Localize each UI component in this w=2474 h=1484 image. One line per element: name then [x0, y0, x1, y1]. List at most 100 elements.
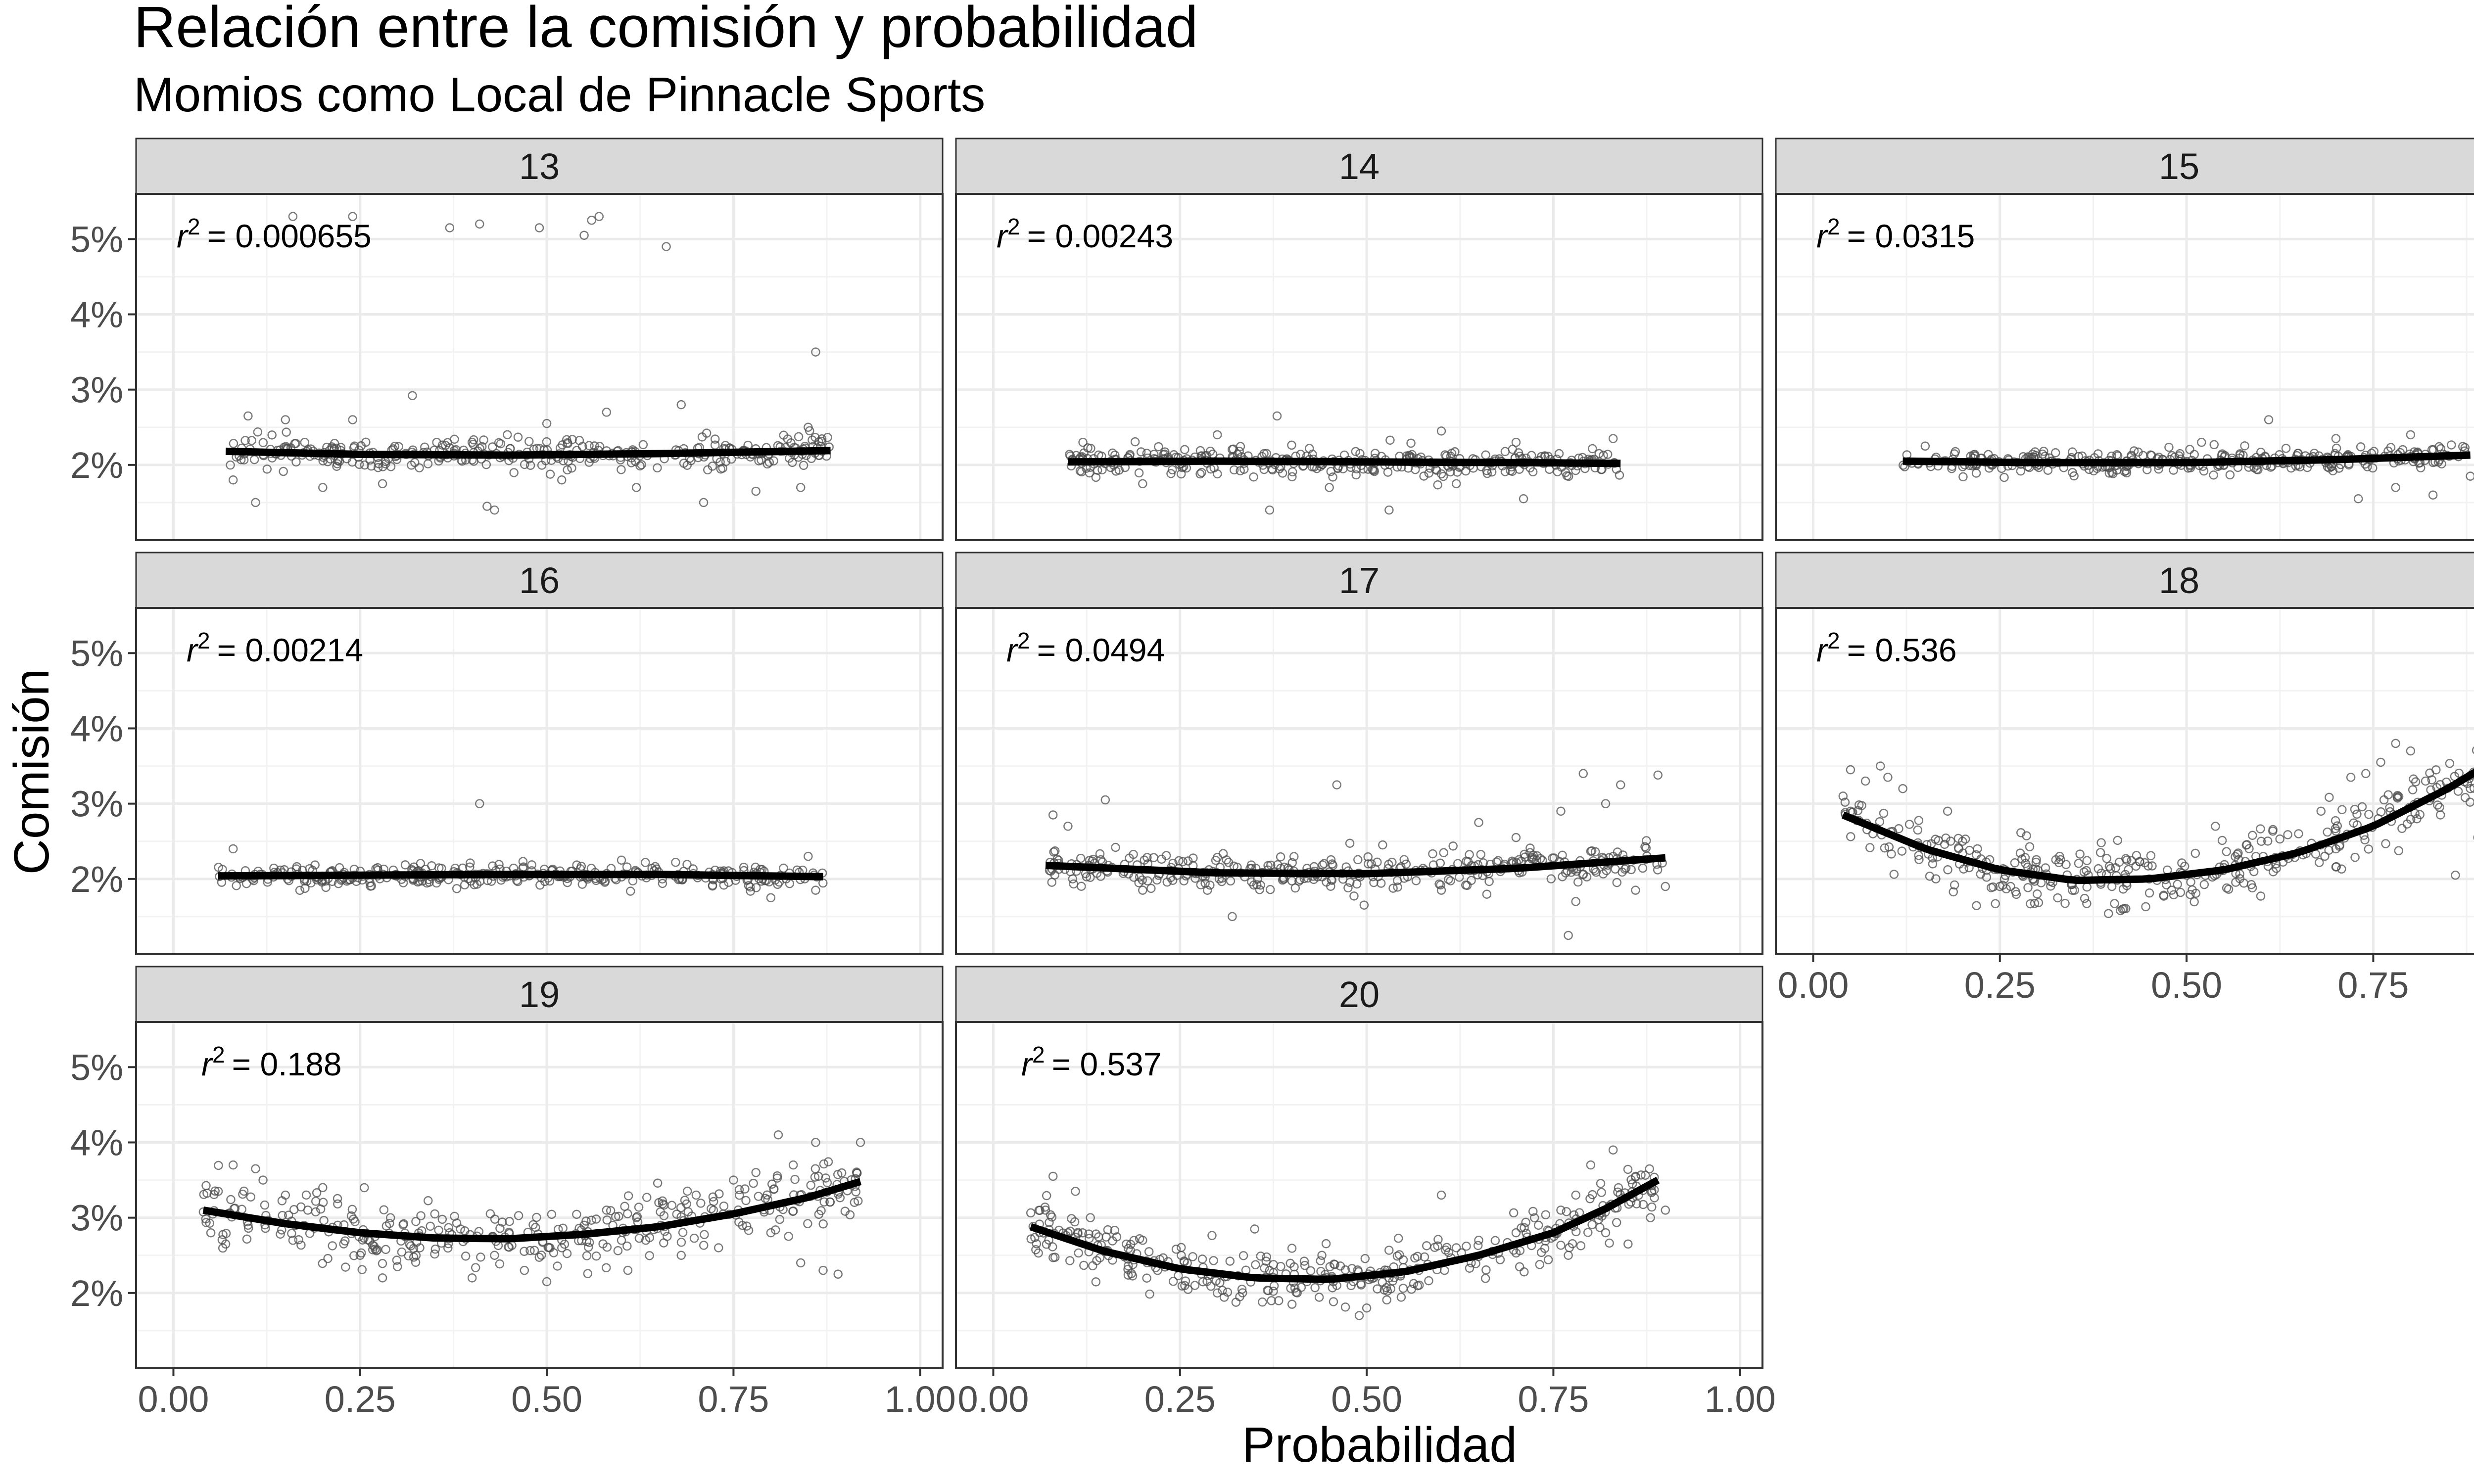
- data-point: [226, 1195, 236, 1205]
- panel-border: [1775, 607, 2474, 955]
- data-point: [2016, 466, 2026, 476]
- data-point: [2451, 870, 2460, 880]
- data-point: [1535, 1260, 1545, 1269]
- data-point: [602, 1242, 612, 1252]
- data-point: [1578, 769, 1588, 779]
- data-point: [1078, 1228, 1088, 1238]
- facet-label: 19: [519, 974, 560, 1015]
- data-point: [2465, 797, 2474, 807]
- data-point: [1130, 437, 1140, 447]
- data-point: [1235, 1292, 1244, 1301]
- facet-strip: [1775, 138, 2474, 195]
- data-point: [1269, 1287, 1278, 1296]
- data-point: [1406, 438, 1416, 448]
- data-point: [1638, 1200, 1648, 1209]
- data-point: [1026, 1208, 1036, 1218]
- data-point: [634, 1203, 644, 1212]
- data-point: [1446, 467, 1455, 477]
- data-point: [214, 863, 223, 872]
- x-tick-label: 0.75: [698, 1379, 769, 1420]
- data-point: [1661, 881, 1670, 891]
- data-point: [779, 430, 788, 440]
- data-point: [1095, 1253, 1105, 1262]
- data-point: [1218, 849, 1228, 858]
- data-point: [833, 1269, 843, 1279]
- data-point: [1914, 816, 1924, 825]
- data-point: [1638, 863, 1648, 873]
- data-point: [1533, 1220, 1543, 1230]
- data-point: [2256, 891, 2266, 901]
- data-point: [1205, 881, 1215, 890]
- data-point: [470, 880, 479, 889]
- data-point: [201, 1218, 211, 1227]
- data-point: [2247, 883, 2257, 893]
- data-point: [1335, 1261, 1345, 1271]
- data-point: [292, 862, 302, 872]
- data-point: [1640, 842, 1650, 851]
- data-point: [1176, 1243, 1186, 1252]
- data-point: [557, 1243, 567, 1252]
- data-point: [2294, 829, 2303, 838]
- data-point: [696, 1199, 706, 1208]
- data-point: [1328, 472, 1337, 482]
- data-point: [817, 434, 827, 444]
- data-point: [1225, 1256, 1235, 1266]
- data-point: [689, 1233, 699, 1243]
- data-point: [339, 1239, 348, 1249]
- data-point: [476, 1252, 485, 1262]
- data-point: [1519, 494, 1528, 504]
- data-point: [1095, 849, 1105, 859]
- data-point: [1111, 842, 1120, 852]
- data-point: [1360, 1254, 1370, 1263]
- data-point: [2188, 885, 2197, 895]
- data-point: [2394, 846, 2404, 856]
- data-point: [1529, 1213, 1539, 1223]
- data-point: [1536, 1248, 1546, 1257]
- data-point: [296, 1240, 306, 1250]
- data-point: [617, 465, 626, 474]
- data-point: [1413, 1252, 1423, 1261]
- data-point: [2233, 849, 2242, 859]
- data-point: [1206, 1281, 1216, 1291]
- data-point: [1646, 1213, 1655, 1222]
- data-point: [711, 434, 720, 444]
- data-point: [1332, 780, 1341, 789]
- data-point: [1546, 874, 1556, 883]
- data-point: [1074, 1248, 1083, 1258]
- data-point: [2356, 442, 2366, 452]
- data-point: [2034, 898, 2044, 907]
- data-point: [1392, 876, 1402, 885]
- data-point: [1846, 765, 1856, 775]
- data-point: [752, 883, 761, 892]
- data-point: [1287, 472, 1297, 482]
- data-point: [2357, 802, 2367, 812]
- data-point: [1653, 770, 1663, 780]
- data-point: [281, 1190, 290, 1200]
- data-point: [1329, 1259, 1339, 1269]
- data-point: [1138, 1236, 1147, 1245]
- data-point: [766, 1228, 776, 1238]
- data-point: [1474, 818, 1483, 827]
- y-tick-label: 2%: [70, 445, 123, 486]
- plot-background: [1776, 608, 2474, 954]
- x-tick-label: 0.25: [1964, 965, 2036, 1006]
- data-point: [2353, 494, 2363, 504]
- data-point: [653, 1178, 663, 1188]
- data-point: [2393, 793, 2402, 803]
- data-point: [279, 466, 288, 476]
- data-point: [318, 1183, 328, 1193]
- data-point: [411, 1251, 421, 1260]
- data-point: [1567, 868, 1576, 877]
- data-point: [1401, 859, 1411, 869]
- data-point: [1576, 1241, 1586, 1251]
- data-point: [1290, 883, 1300, 893]
- data-point: [562, 1249, 572, 1258]
- data-point: [1266, 860, 1276, 870]
- data-point: [509, 468, 519, 477]
- data-point: [779, 863, 788, 873]
- data-point: [1461, 881, 1471, 890]
- data-point: [740, 1184, 750, 1194]
- data-point: [803, 1219, 812, 1228]
- data-point: [423, 1196, 433, 1206]
